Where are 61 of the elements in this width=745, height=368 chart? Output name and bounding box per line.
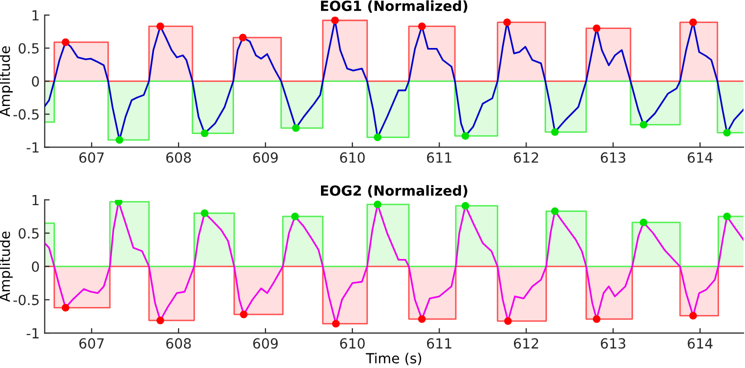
y-tick-label: -1 [26, 328, 39, 338]
point [374, 200, 382, 208]
x-axis-title: Time (s) [366, 352, 422, 366]
point [592, 315, 600, 323]
x-tick-label: 608 [166, 338, 191, 349]
y-tick-label: 0 [32, 76, 39, 87]
x-tick-label: 613 [600, 338, 626, 349]
y-tick-label: 0.5 [18, 228, 39, 239]
x-tick-label: 610 [340, 152, 365, 163]
x-tick-label: 609 [253, 338, 278, 349]
point [462, 202, 470, 210]
x-tick-label: 614 [688, 152, 713, 163]
x-tick-label: 611 [427, 152, 452, 163]
x-tick-label: 609 [253, 152, 278, 163]
x-tick-label: 607 [79, 152, 104, 163]
x-tick-label: 612 [514, 152, 538, 163]
point [200, 130, 208, 138]
x-tick-label: 611 [427, 338, 452, 349]
y-tick-label: -1 [26, 142, 39, 152]
point [239, 34, 247, 42]
point [62, 38, 70, 46]
x-tick-label: 613 [600, 152, 626, 163]
point [418, 22, 426, 30]
y-tick-label: -0.5 [13, 294, 39, 306]
point [551, 128, 559, 136]
point [292, 124, 300, 132]
point [374, 133, 382, 142]
point [62, 304, 70, 312]
point [156, 22, 164, 30]
point [551, 207, 559, 215]
point [331, 16, 339, 24]
point [116, 136, 124, 144]
point [689, 312, 697, 320]
x-tick-label: 608 [166, 152, 191, 163]
point [200, 209, 208, 217]
point [156, 316, 164, 324]
point [291, 212, 299, 220]
x-tick-label: 614 [688, 338, 713, 349]
point [503, 18, 511, 26]
point [592, 24, 600, 32]
point [462, 132, 470, 140]
y-tick-label: 1 [32, 194, 39, 206]
y-tick-label: -0.5 [13, 109, 39, 120]
point [640, 120, 648, 129]
point [689, 18, 697, 26]
x-tick-label: 607 [79, 338, 104, 349]
point [240, 310, 248, 318]
point [723, 212, 731, 220]
chart-title: EOG1 (Normalized) [321, 0, 468, 13]
point [640, 218, 648, 226]
point [418, 315, 426, 323]
point [723, 128, 731, 136]
x-tick-label: 610 [340, 338, 365, 349]
chart-title: EOG2 (Normalized) [321, 185, 468, 198]
y-tick-label: 0 [32, 261, 39, 272]
x-tick-label: 612 [514, 338, 538, 349]
point [332, 320, 340, 328]
point [114, 200, 122, 206]
point [504, 317, 512, 325]
y-tick-label: 0.5 [18, 43, 39, 54]
y-tick-label: 1 [32, 10, 39, 20]
